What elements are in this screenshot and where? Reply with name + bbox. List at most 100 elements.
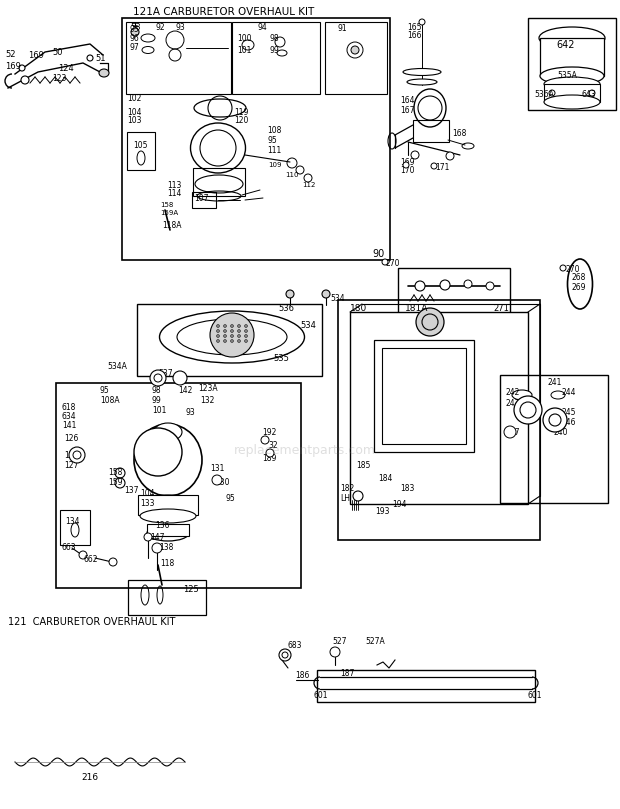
Text: 127: 127 (64, 460, 78, 469)
Circle shape (237, 329, 241, 332)
Text: 133: 133 (140, 498, 154, 507)
Circle shape (322, 290, 330, 298)
Text: 193: 193 (375, 507, 389, 516)
Text: 171: 171 (435, 163, 449, 172)
Bar (540, 38, 604, 76)
Bar (338, 300, 540, 540)
Circle shape (144, 533, 152, 541)
Text: 158: 158 (160, 202, 174, 208)
Text: 95: 95 (100, 386, 110, 395)
Circle shape (19, 65, 25, 71)
Circle shape (560, 265, 566, 271)
Text: 618: 618 (62, 403, 76, 412)
Bar (126, 22, 231, 94)
Circle shape (231, 329, 234, 332)
Text: 242: 242 (506, 388, 520, 396)
Text: 683: 683 (288, 642, 303, 650)
Text: 270: 270 (385, 260, 399, 269)
Circle shape (237, 324, 241, 328)
Text: 537: 537 (158, 369, 172, 378)
Bar (374, 340, 474, 452)
Circle shape (446, 152, 454, 160)
Circle shape (464, 280, 472, 288)
Text: 158: 158 (108, 468, 122, 477)
Text: 634: 634 (62, 412, 77, 421)
Bar (147, 524, 189, 536)
Bar (325, 22, 387, 94)
Circle shape (223, 334, 226, 337)
Bar (398, 268, 510, 316)
Text: 130: 130 (215, 477, 229, 486)
Circle shape (212, 475, 222, 485)
Text: 50: 50 (52, 48, 63, 57)
Text: 97: 97 (130, 43, 140, 52)
Text: 100: 100 (237, 33, 252, 43)
Circle shape (244, 340, 247, 342)
Circle shape (504, 426, 516, 438)
Text: 181A: 181A (405, 303, 428, 312)
Circle shape (416, 308, 444, 336)
Circle shape (216, 324, 219, 328)
Text: 269: 269 (572, 283, 587, 293)
Text: 114: 114 (167, 188, 182, 197)
Circle shape (79, 551, 87, 559)
Circle shape (403, 162, 409, 168)
Text: 169: 169 (400, 158, 415, 167)
Circle shape (244, 329, 247, 332)
Text: 91: 91 (338, 23, 348, 32)
Text: 108: 108 (267, 125, 281, 134)
Circle shape (150, 370, 166, 386)
Text: 121A CARBURETOR OVERHAUL KIT: 121A CARBURETOR OVERHAUL KIT (133, 7, 314, 17)
Circle shape (216, 329, 219, 332)
Text: 216: 216 (81, 773, 99, 782)
Text: 109: 109 (268, 162, 281, 168)
Text: 166: 166 (407, 31, 422, 40)
Ellipse shape (99, 69, 109, 77)
Text: 183: 183 (400, 484, 414, 493)
Circle shape (152, 543, 162, 553)
Circle shape (330, 647, 340, 657)
Text: 93: 93 (175, 23, 185, 32)
Text: 128: 128 (64, 451, 78, 460)
Text: 271: 271 (493, 303, 509, 312)
Text: 159: 159 (108, 477, 123, 486)
Bar (127, 132, 155, 170)
Text: 270: 270 (565, 265, 580, 274)
Text: 131: 131 (210, 464, 224, 472)
Circle shape (134, 428, 182, 476)
Text: 108A: 108A (100, 396, 120, 404)
Text: 32: 32 (268, 440, 278, 450)
Bar (350, 312, 528, 504)
Circle shape (418, 96, 442, 120)
Text: 194: 194 (392, 499, 407, 509)
Text: 107: 107 (194, 193, 208, 202)
Text: 268: 268 (572, 273, 587, 282)
Circle shape (589, 90, 595, 96)
Text: 245: 245 (562, 408, 577, 417)
Text: 96: 96 (130, 33, 140, 43)
Text: 101: 101 (237, 45, 251, 54)
Text: 95: 95 (267, 135, 277, 145)
Text: 169: 169 (28, 50, 44, 60)
Ellipse shape (551, 391, 565, 399)
Bar (56, 383, 301, 588)
Bar (193, 168, 245, 196)
Text: 98: 98 (270, 33, 280, 43)
Circle shape (154, 374, 162, 382)
Text: 643: 643 (582, 90, 596, 99)
Text: 94: 94 (258, 23, 268, 32)
Text: 126: 126 (64, 434, 78, 443)
Circle shape (216, 340, 219, 342)
Circle shape (21, 76, 29, 84)
Text: 113: 113 (167, 180, 182, 189)
Circle shape (231, 324, 234, 328)
Circle shape (244, 324, 247, 328)
Text: 92: 92 (156, 23, 166, 32)
Text: 534: 534 (330, 294, 345, 303)
Circle shape (131, 28, 139, 36)
Circle shape (109, 558, 117, 566)
Text: 123: 123 (52, 74, 66, 83)
Text: 147: 147 (150, 532, 164, 541)
Circle shape (415, 281, 425, 291)
Text: 121  CARBURETOR OVERHAUL KIT: 121 CARBURETOR OVERHAUL KIT (8, 617, 175, 627)
